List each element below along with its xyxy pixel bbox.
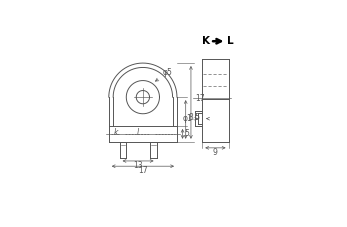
Text: K: K [202,36,210,46]
Text: 9: 9 [213,148,218,157]
Text: L: L [227,36,234,46]
Text: 5: 5 [185,129,189,138]
Text: l: l [137,128,139,137]
Text: 13: 13 [133,161,143,170]
Text: 17: 17 [138,166,148,175]
Text: φ5: φ5 [155,68,173,81]
Text: φ1: φ1 [183,114,193,123]
Text: 8.5: 8.5 [189,113,201,122]
Text: 17: 17 [195,94,204,104]
Text: k: k [113,128,118,137]
